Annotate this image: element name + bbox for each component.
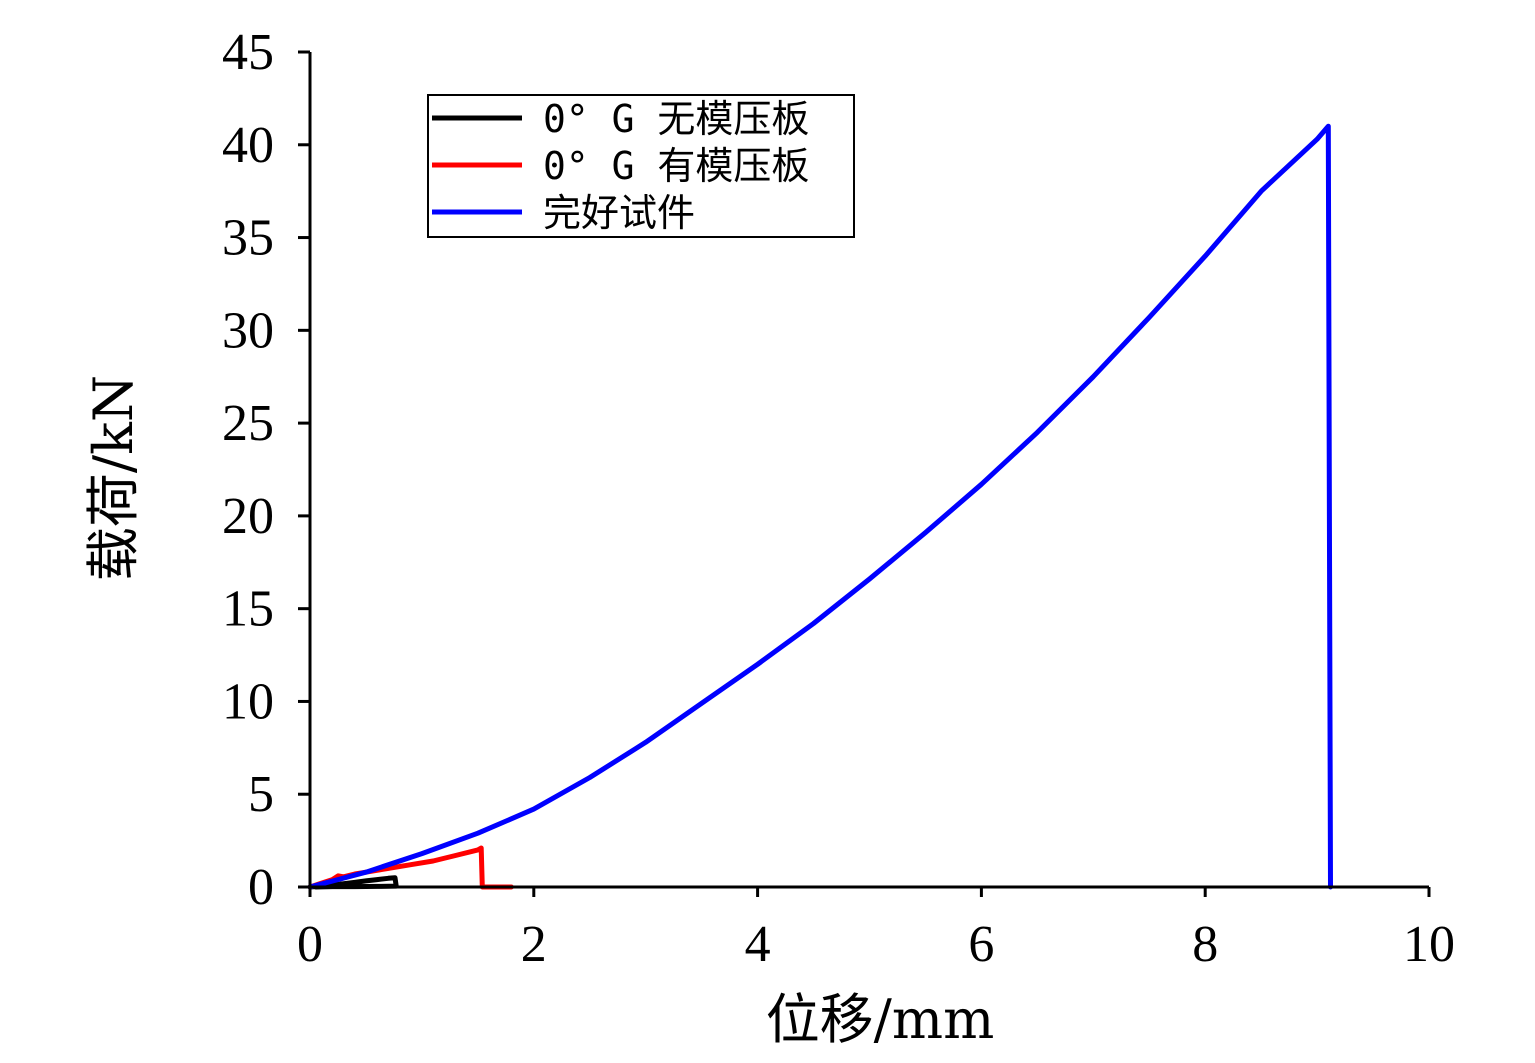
y-tick-label: 35 xyxy=(222,210,274,267)
x-tick-label: 2 xyxy=(521,916,547,973)
plot-area xyxy=(307,123,1333,890)
x-tick-label: 0 xyxy=(297,916,323,973)
y-tick-label: 25 xyxy=(222,395,274,452)
y-tick-label: 10 xyxy=(222,673,274,730)
y-tick-label: 0 xyxy=(248,859,274,916)
x-axis-ticks: 0 2 4 6 8 10 xyxy=(297,887,1455,973)
x-axis-title: 位移/mm xyxy=(766,988,995,1051)
series-line-2 xyxy=(307,123,1333,890)
axes xyxy=(308,52,1429,889)
y-tick-label: 45 xyxy=(222,24,274,81)
y-axis-ticks: 0 5 10 15 20 25 30 35 40 45 xyxy=(222,24,310,916)
legend-label-2: 完好试件 xyxy=(543,191,695,235)
y-tick-label: 30 xyxy=(222,302,274,359)
x-tick-label: 4 xyxy=(745,916,771,973)
legend-label-1: 0° G 有模压板 xyxy=(543,144,809,188)
y-tick-label: 5 xyxy=(248,766,274,823)
y-tick-label: 40 xyxy=(222,117,274,174)
y-axis-title: 载荷/kN xyxy=(82,375,145,581)
x-tick-label: 8 xyxy=(1192,916,1218,973)
y-tick-label: 15 xyxy=(222,581,274,638)
y-tick-label: 20 xyxy=(222,488,274,545)
x-tick-label: 10 xyxy=(1403,916,1455,973)
legend-label-0: 0° G 无模压板 xyxy=(543,97,809,141)
x-tick-label: 6 xyxy=(968,916,994,973)
